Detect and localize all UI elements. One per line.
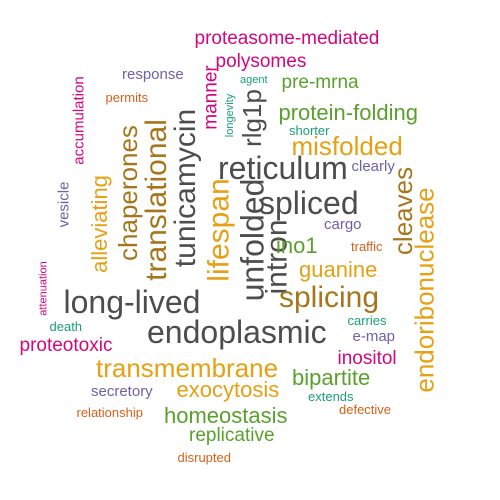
word-reticulum: reticulum [218, 150, 348, 186]
word-bipartite: bipartite [292, 365, 371, 390]
word-permits: permits [105, 89, 149, 105]
word-attenuation: attenuation [37, 260, 50, 316]
word-manner: manner [200, 64, 222, 130]
word-vesicle: vesicle [55, 181, 73, 227]
word-homeostasis: homeostasis [164, 403, 288, 428]
word-relationship: relationship [76, 404, 144, 420]
word-transmembrane: transmembrane [96, 353, 279, 383]
word-longevity: longevity [223, 93, 236, 137]
word-alleviating: alleviating [86, 175, 112, 273]
word-shorter: shorter [289, 122, 330, 138]
word-disrupted: disrupted [177, 449, 231, 465]
word-polysomes: polysomes [215, 50, 307, 72]
word-exocytosis: exocytosis [176, 377, 280, 402]
word-misfolded: misfolded [291, 131, 403, 161]
word-long-lived: long-lived [63, 284, 201, 320]
word-proteotoxic: proteotoxic [19, 334, 113, 356]
word-tunicamycin: tunicamycin [169, 108, 203, 268]
word-lifespan: lifespan [202, 178, 236, 282]
word-spliced: spliced [259, 185, 359, 221]
word-splicing: splicing [279, 281, 380, 314]
word-extends: extends [308, 388, 354, 404]
word-secretory: secretory [91, 382, 153, 400]
word-agent: agent [240, 73, 268, 86]
word-protein-folding: protein-folding [278, 100, 418, 125]
word-replicative: replicative [189, 424, 275, 446]
word-ino1: ino1 [276, 233, 318, 258]
word-endoribonuclease: endoribonuclease [409, 187, 440, 393]
word-defective: defective [339, 401, 392, 417]
word-cargo: cargo [324, 215, 362, 233]
word-pre-mrna: pre-mrna [281, 71, 359, 93]
word-clearly: clearly [351, 157, 395, 175]
word-death: death [49, 318, 83, 334]
word-accumulation: accumulation [70, 75, 88, 165]
word-endoplasmic: endoplasmic [147, 314, 327, 350]
word-carries: carries [347, 312, 387, 328]
word-translational: translational [139, 119, 173, 281]
word-rlg1p: rlg1p [236, 89, 267, 147]
word-response: response [122, 65, 184, 83]
word-proteasome-mediated: proteasome-mediated [194, 27, 380, 49]
word-chaperones: chaperones [112, 125, 143, 261]
word-e-map: e-map [352, 327, 396, 345]
word-guanine: guanine [299, 257, 378, 282]
word-traffic: traffic [351, 238, 383, 254]
word-inositol: inositol [337, 347, 397, 369]
